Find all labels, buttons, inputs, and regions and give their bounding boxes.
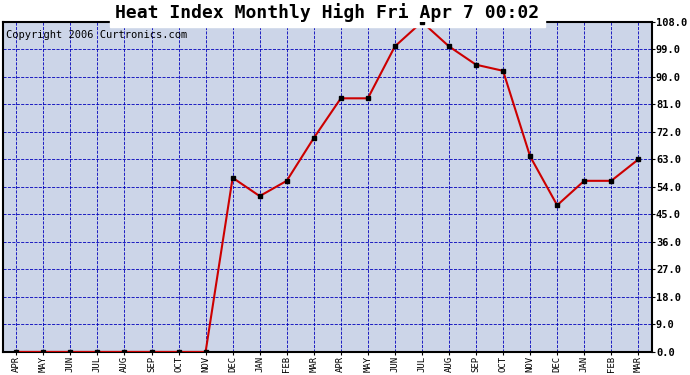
- Title: Heat Index Monthly High Fri Apr 7 00:02: Heat Index Monthly High Fri Apr 7 00:02: [115, 3, 540, 22]
- Text: Copyright 2006 Curtronics.com: Copyright 2006 Curtronics.com: [6, 30, 187, 40]
